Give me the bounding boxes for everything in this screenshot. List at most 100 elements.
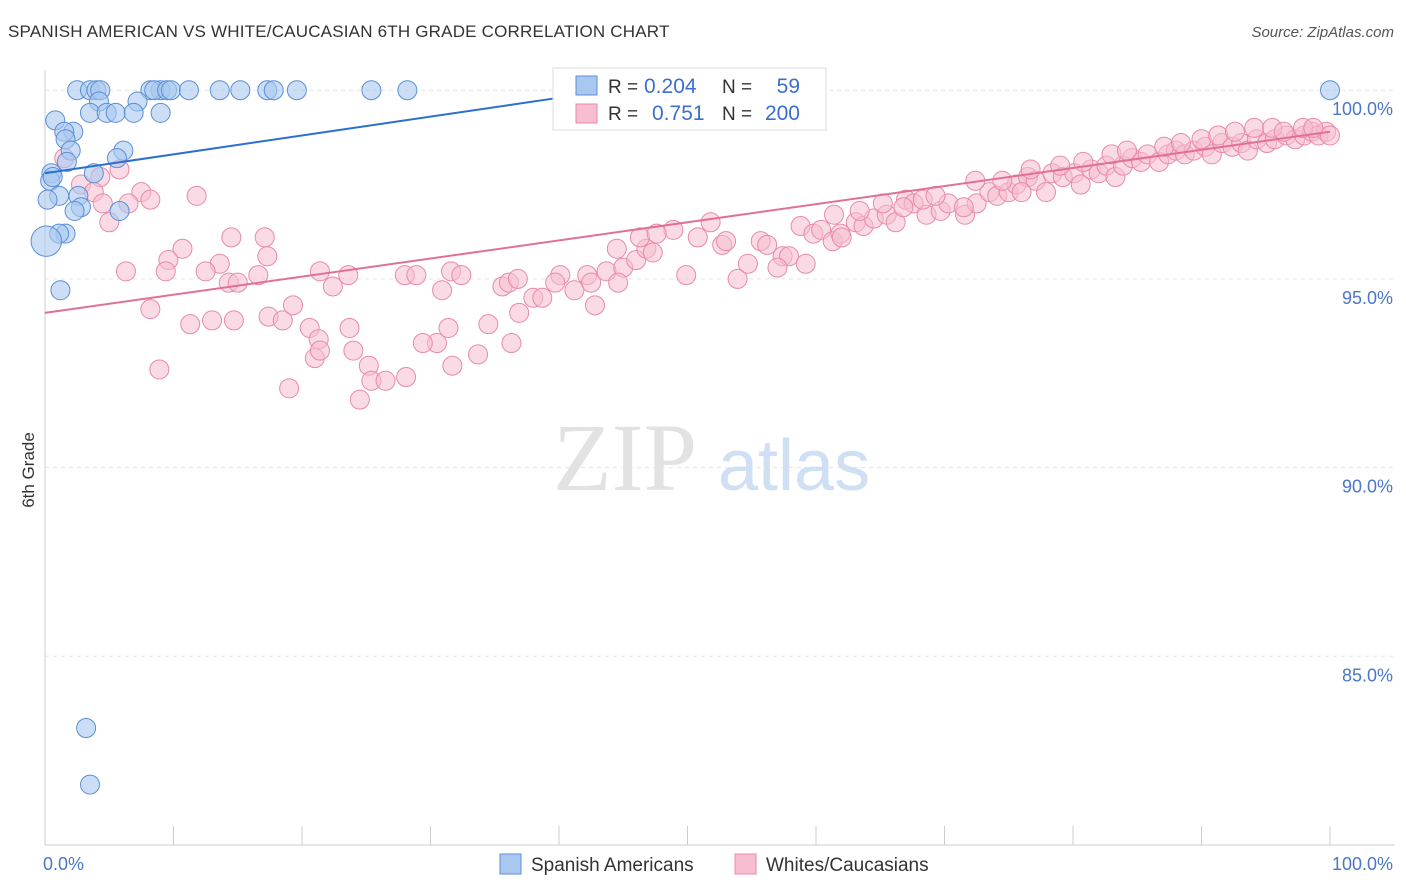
spanish-point-48 xyxy=(1320,80,1340,101)
whites-point-16 xyxy=(257,246,278,267)
whites-point-74 xyxy=(700,212,721,233)
whites-point-44 xyxy=(349,389,370,410)
spanish-point-45 xyxy=(50,280,71,301)
whites-point-142 xyxy=(893,197,914,218)
x-tick-label-0: 0.0% xyxy=(43,854,84,874)
whites-point-72 xyxy=(676,265,697,286)
whites-trend-line xyxy=(44,130,1331,314)
spanish-point-13 xyxy=(263,80,284,101)
whites-point-169 xyxy=(501,333,522,354)
whites-point-167 xyxy=(716,231,737,252)
whites-point-43 xyxy=(309,340,330,361)
whites-point-168 xyxy=(608,272,629,293)
legend-n-value-1: 59 xyxy=(777,75,800,98)
spanish-point-11 xyxy=(230,80,251,101)
whites-point-28 xyxy=(202,310,223,331)
whites-point-17 xyxy=(115,261,136,282)
whites-point-29 xyxy=(223,310,244,331)
whites-point-157 xyxy=(1244,117,1265,138)
whites-point-172 xyxy=(545,272,566,293)
whites-point-156 xyxy=(1224,121,1245,142)
whites-point-155 xyxy=(1208,125,1229,146)
whites-point-35 xyxy=(339,317,360,338)
whites-point-13 xyxy=(172,238,193,259)
whites-point-5 xyxy=(140,189,161,210)
whites-point-166 xyxy=(767,257,788,278)
whites-point-76 xyxy=(727,268,748,289)
chart-title: SPANISH AMERICAN VS WHITE/CAUCASIAN 6TH … xyxy=(8,22,670,41)
whites-point-109 xyxy=(1070,174,1091,195)
whites-point-64 xyxy=(606,238,627,259)
chart-source: Source: ZipAtlas.com xyxy=(1251,24,1394,41)
spanish-point-23 xyxy=(123,102,144,123)
whites-point-175 xyxy=(396,367,417,388)
whites-point-6 xyxy=(186,185,207,206)
grid-lines xyxy=(45,89,1395,657)
whites-point-73 xyxy=(687,227,708,248)
whites-point-138 xyxy=(1320,125,1340,146)
trend-lines xyxy=(44,89,1331,314)
whites-point-62 xyxy=(581,272,602,293)
whites-point-26 xyxy=(140,299,161,320)
whites-point-12 xyxy=(254,227,275,248)
series-legend: Spanish Americans Whites/Caucasians xyxy=(499,853,929,876)
spanish-point-44 xyxy=(30,225,62,257)
whites-point-46 xyxy=(406,265,427,286)
x-tick-label-1: 100.0% xyxy=(1332,854,1393,874)
spanish-point-9 xyxy=(178,80,199,101)
whites-point-61 xyxy=(564,280,585,301)
legend-swatch-blue xyxy=(575,75,598,96)
spanish-trend-line xyxy=(44,89,611,175)
whites-point-163 xyxy=(953,197,974,218)
spanish-point-16 xyxy=(397,80,418,101)
whites-point-165 xyxy=(831,227,852,248)
y-tick-label-0: 85.0% xyxy=(1342,665,1393,685)
spanish-point-22 xyxy=(105,102,126,123)
whites-point-79 xyxy=(757,234,778,255)
whites-point-51 xyxy=(412,333,433,354)
series-whites-points xyxy=(54,117,1340,410)
whites-point-139 xyxy=(795,253,816,274)
spanish-point-38 xyxy=(37,189,58,210)
legend-swatch-pink xyxy=(575,103,598,124)
whites-point-31 xyxy=(272,310,293,331)
legend-r-value-1: 0.204 xyxy=(644,75,697,98)
whites-point-36 xyxy=(343,340,364,361)
whites-point-154 xyxy=(1191,129,1212,150)
bottom-swatch-blue xyxy=(499,853,522,875)
watermark-zip: ZIP xyxy=(553,404,697,511)
whites-point-38 xyxy=(149,359,170,380)
whites-point-21 xyxy=(309,261,330,282)
spanish-point-30 xyxy=(106,148,127,169)
whites-point-19 xyxy=(195,261,216,282)
spanish-point-46 xyxy=(76,718,97,739)
whites-point-71 xyxy=(646,223,667,244)
whites-point-11 xyxy=(221,227,242,248)
y-tick-label-2: 95.0% xyxy=(1342,288,1393,308)
whites-point-56 xyxy=(507,268,528,289)
whites-point-151 xyxy=(1116,140,1137,161)
bottom-swatch-pink xyxy=(734,853,757,875)
y-tick-label-1: 90.0% xyxy=(1342,477,1393,497)
whites-point-25 xyxy=(322,276,343,297)
watermark: ZIP atlas xyxy=(553,404,870,511)
legend-item-whites: Whites/Caucasians xyxy=(766,855,929,876)
whites-point-159 xyxy=(1273,121,1294,142)
stats-legend: R = 0.204 N = 59 R = 0.751 N = 200 xyxy=(552,67,827,131)
whites-point-58 xyxy=(532,287,553,308)
y-tick-label-3: 100.0% xyxy=(1332,99,1393,119)
legend-item-spanish: Spanish Americans xyxy=(531,855,694,876)
whites-point-140 xyxy=(823,204,844,225)
whites-point-8 xyxy=(92,193,113,214)
whites-point-68 xyxy=(642,242,663,263)
whites-point-24 xyxy=(227,272,248,293)
spanish-point-24 xyxy=(150,102,171,123)
whites-point-174 xyxy=(442,355,463,376)
legend-r-value-2: 0.751 xyxy=(652,102,705,125)
legend-n-label-1: N = xyxy=(722,77,752,98)
legend-r-label-1: R = xyxy=(608,77,638,98)
whites-point-148 xyxy=(1050,155,1071,176)
whites-point-77 xyxy=(737,253,758,274)
tick-labels: 85.0% 90.0% 95.0% 100.0% 0.0% 100.0% xyxy=(43,99,1393,874)
